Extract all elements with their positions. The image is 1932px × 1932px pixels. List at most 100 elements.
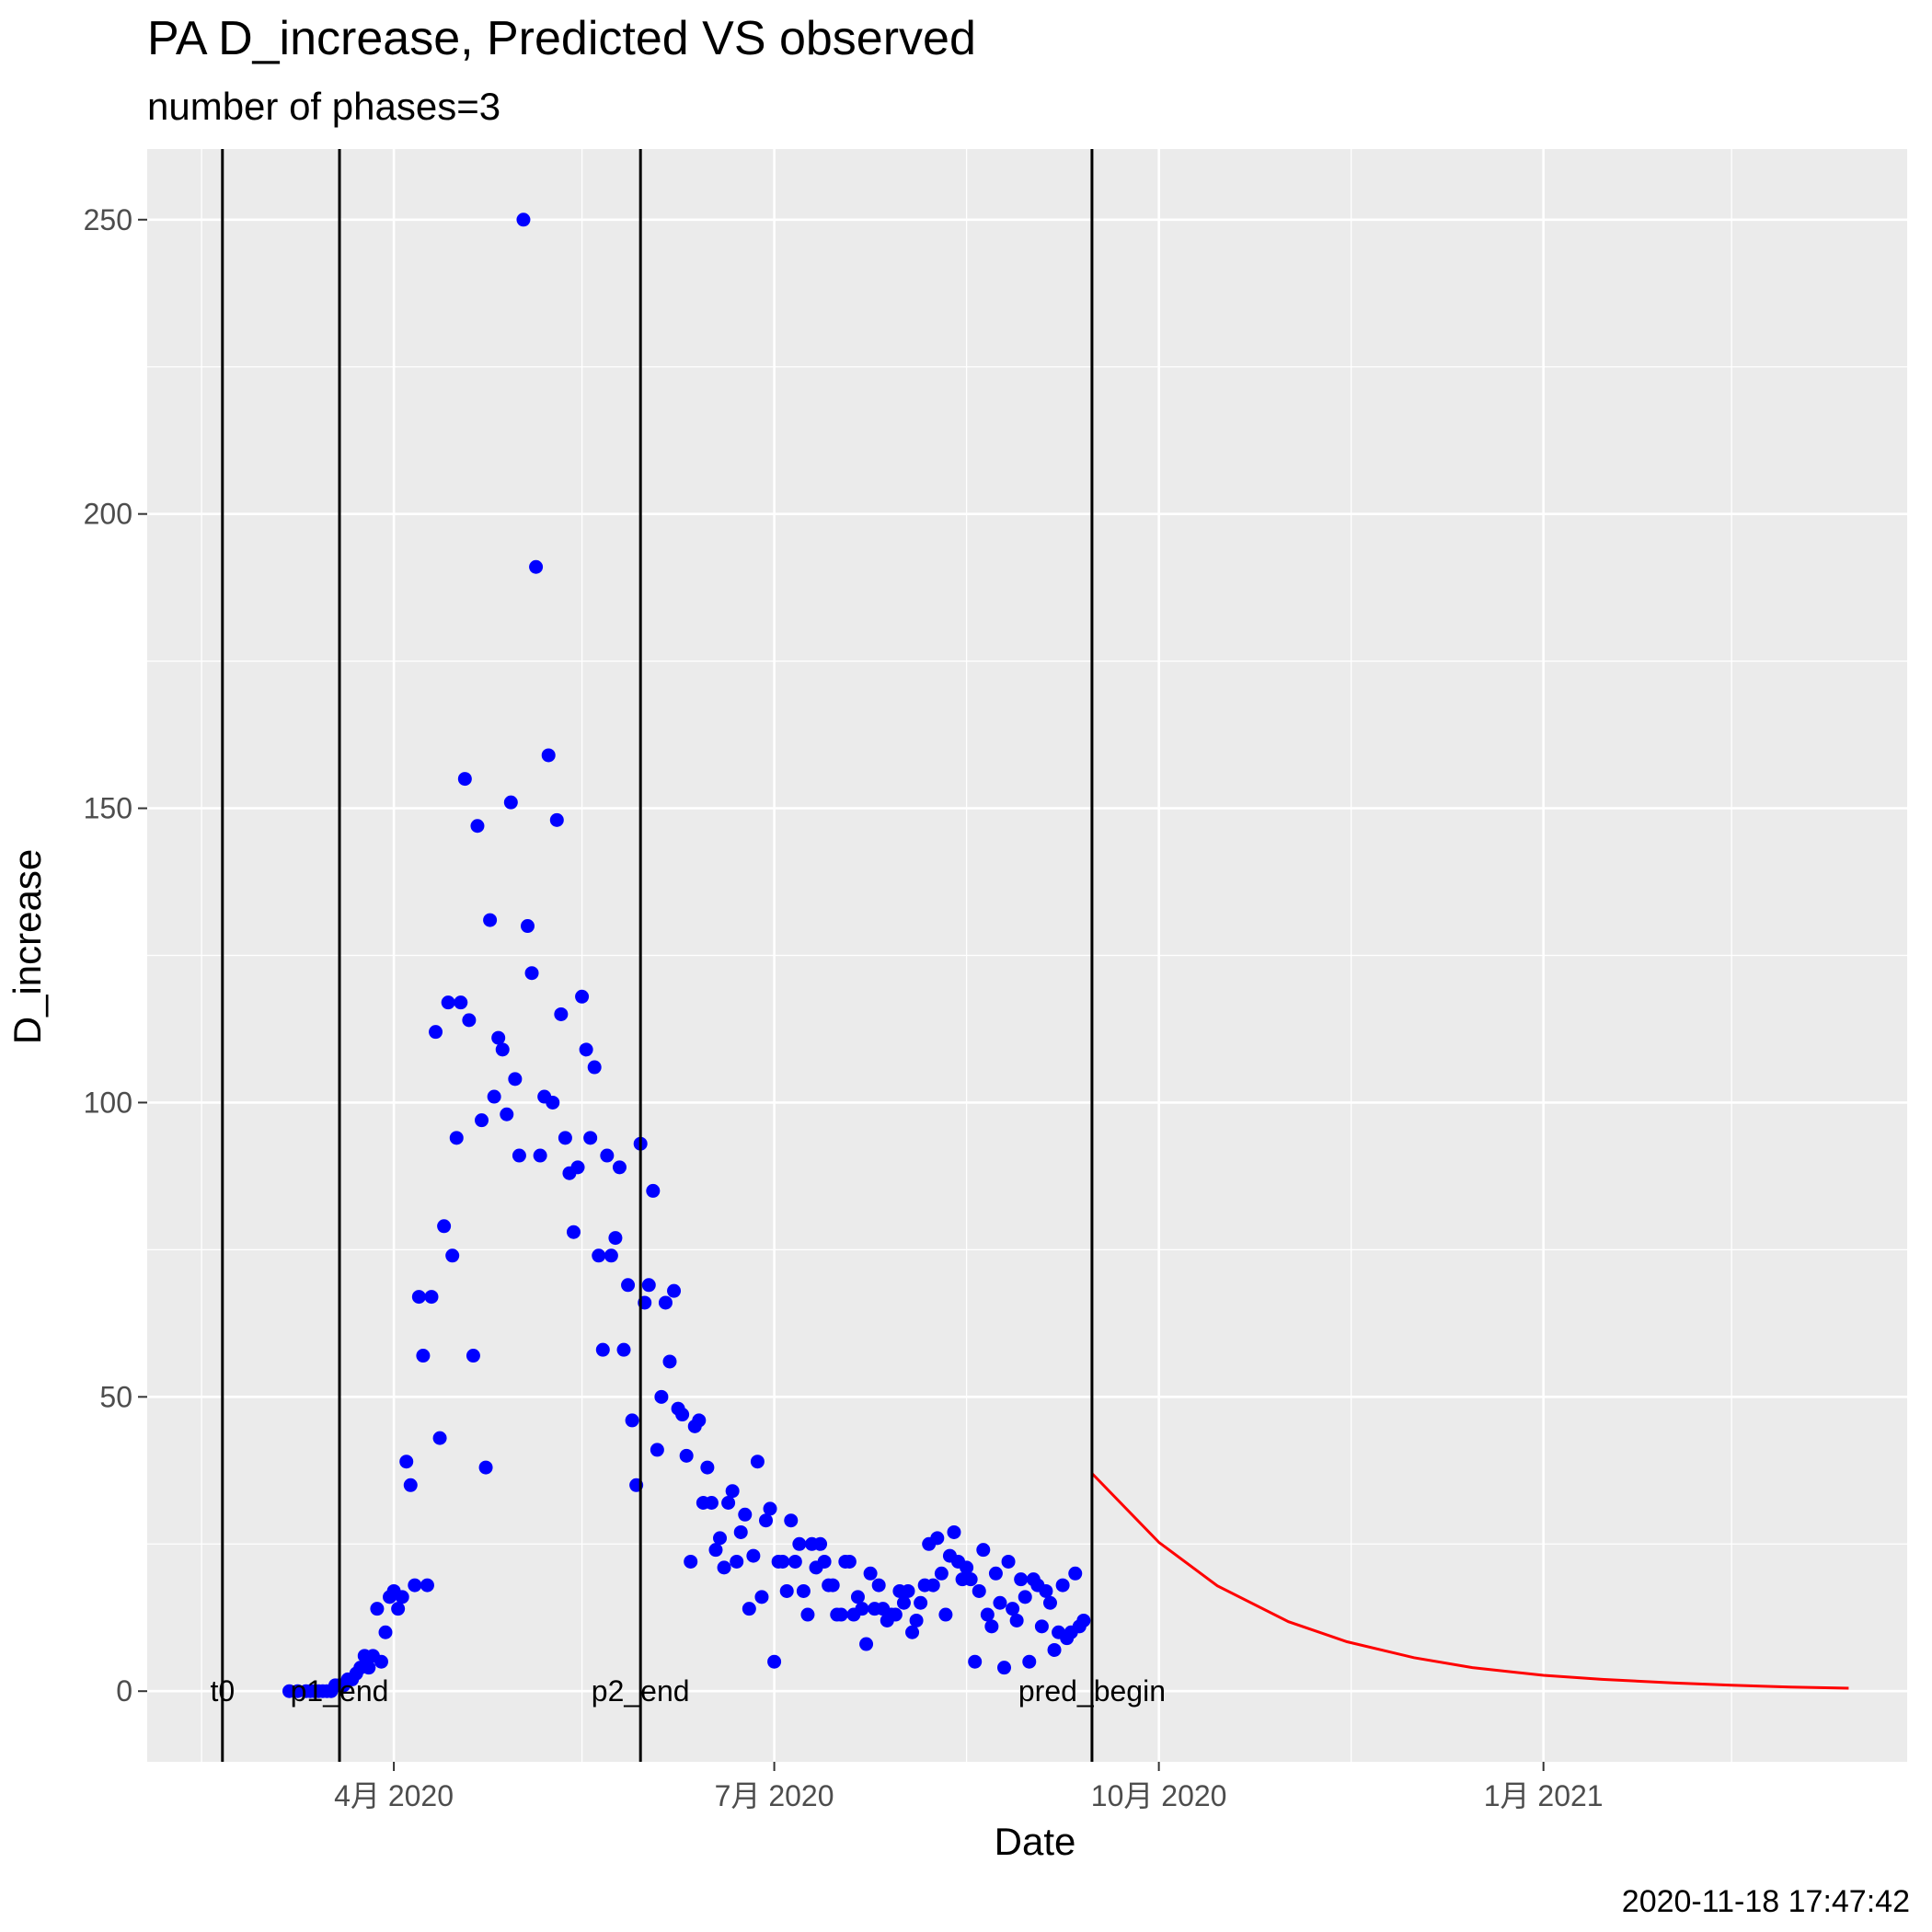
observed-point <box>483 913 498 927</box>
observed-point <box>641 1278 656 1293</box>
observed-point <box>658 1295 673 1310</box>
observed-point <box>554 1006 569 1021</box>
observed-point <box>675 1408 690 1422</box>
observed-point <box>692 1413 707 1428</box>
observed-point <box>938 1607 953 1622</box>
observed-point <box>997 1661 1012 1675</box>
observed-point <box>850 1590 865 1604</box>
y-axis: 0 50 100 150 200 250 <box>84 203 147 1708</box>
observed-point <box>662 1354 677 1369</box>
observed-point <box>993 1595 1007 1610</box>
observed-point <box>391 1602 406 1616</box>
observed-point <box>487 1089 501 1104</box>
grid-major <box>147 149 1907 1762</box>
y-tick-label: 0 <box>116 1674 132 1708</box>
observed-point <box>512 1148 526 1163</box>
observed-point <box>424 1290 439 1305</box>
observed-point <box>730 1554 744 1569</box>
observed-point <box>411 1290 426 1305</box>
observed-point <box>909 1613 924 1627</box>
observed-point <box>725 1484 740 1499</box>
observed-point <box>374 1654 388 1669</box>
phase-line-label: pred_begin <box>1018 1674 1166 1708</box>
observed-point <box>524 966 539 981</box>
y-tick-label: 50 <box>99 1380 132 1413</box>
observed-point <box>905 1625 920 1639</box>
observed-point <box>612 1160 627 1175</box>
observed-point <box>608 1231 623 1246</box>
observed-point <box>788 1554 802 1569</box>
observed-point <box>859 1637 874 1651</box>
observed-point <box>930 1531 945 1546</box>
observed-point <box>746 1548 761 1563</box>
observed-point <box>834 1607 848 1622</box>
observed-point <box>763 1501 777 1516</box>
observed-point <box>566 1225 581 1239</box>
observed-point <box>988 1566 1003 1581</box>
observed-point <box>796 1583 811 1598</box>
observed-point <box>529 559 544 574</box>
observed-point <box>478 1460 493 1475</box>
x-tick-label: 7月 2020 <box>715 1779 834 1812</box>
observed-point <box>1076 1613 1091 1627</box>
observed-point <box>1022 1654 1037 1669</box>
phase-line-label: t0 <box>210 1674 235 1708</box>
observed-point <box>429 1025 443 1040</box>
observed-point <box>378 1625 393 1639</box>
observed-point <box>570 1160 585 1175</box>
observed-point <box>654 1389 669 1404</box>
observed-point <box>926 1578 940 1593</box>
grid-minor <box>147 149 1907 1762</box>
x-axis: 4月 2020 7月 2020 10月 2020 1月 2021 <box>334 1762 1604 1812</box>
observed-point <box>1042 1595 1057 1610</box>
observed-point <box>1014 1572 1029 1587</box>
observed-point <box>704 1495 719 1510</box>
observed-point <box>679 1448 694 1463</box>
observed-point <box>750 1455 765 1469</box>
observed-point <box>466 1349 480 1363</box>
observed-point <box>817 1554 832 1569</box>
observed-point <box>779 1583 794 1598</box>
observed-point <box>432 1431 447 1445</box>
phase-line-label: p1_end <box>291 1674 389 1708</box>
observed-point <box>871 1578 886 1593</box>
observed-point <box>733 1524 748 1539</box>
observed-point <box>1047 1642 1062 1657</box>
observed-point <box>708 1543 723 1558</box>
prediction-line-layer <box>1090 1472 1849 1690</box>
observed-point <box>508 1072 523 1087</box>
observed-point <box>646 1183 661 1198</box>
y-axis-label: D_increase <box>6 848 49 1045</box>
observed-point <box>1018 1590 1032 1604</box>
observed-point <box>742 1602 756 1616</box>
observed-point <box>600 1148 615 1163</box>
observed-point <box>500 1107 514 1121</box>
observed-point <box>700 1460 715 1475</box>
observed-point <box>947 1524 961 1539</box>
observed-point <box>855 1602 869 1616</box>
phase-line-label: p2_end <box>592 1674 690 1708</box>
observed-point <box>362 1661 376 1675</box>
prediction-line <box>1090 1472 1849 1690</box>
observed-point <box>558 1131 572 1145</box>
observed-point <box>842 1554 857 1569</box>
observed-point <box>976 1543 991 1558</box>
observed-point <box>984 1619 999 1634</box>
observed-point <box>625 1413 639 1428</box>
observed-point <box>457 772 472 787</box>
observed-point <box>449 1131 464 1145</box>
observed-point <box>1001 1554 1016 1569</box>
chart-caption: 2020-11-18 17:47:42 <box>1621 1884 1910 1919</box>
observed-point <box>592 1248 606 1263</box>
observed-point <box>420 1578 434 1593</box>
observed-point <box>595 1342 610 1357</box>
y-tick-label: 200 <box>84 498 132 531</box>
observed-point <box>1009 1613 1024 1627</box>
chart-title: PA D_increase, Predicted VS observed <box>147 12 976 65</box>
observed-point <box>963 1572 978 1587</box>
observed-point <box>604 1248 618 1263</box>
observed-point <box>408 1578 422 1593</box>
observed-point <box>972 1583 986 1598</box>
x-tick-label: 4月 2020 <box>334 1779 454 1812</box>
observed-point <box>721 1495 736 1510</box>
